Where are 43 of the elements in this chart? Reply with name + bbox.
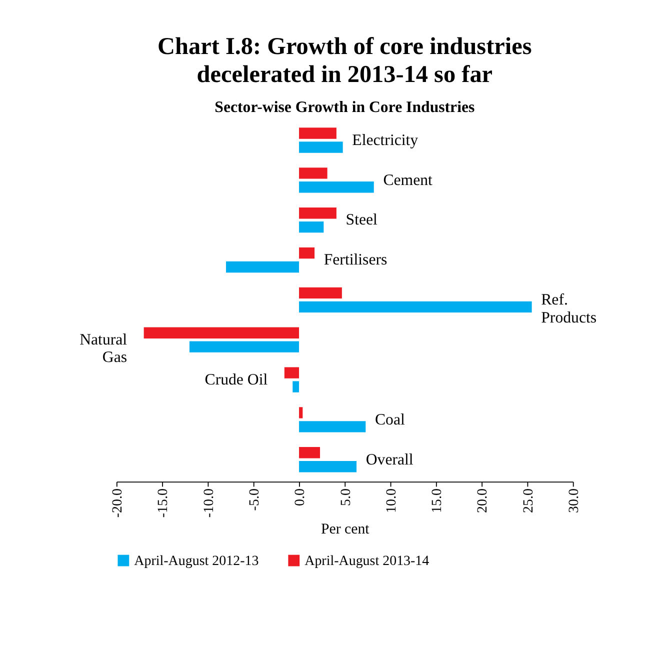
bar xyxy=(299,208,336,219)
x-tick-label: 5.0 xyxy=(338,488,354,506)
x-tick-label: 10.0 xyxy=(384,488,400,514)
x-tick-label: 15.0 xyxy=(430,488,446,514)
bar xyxy=(299,182,374,193)
bar xyxy=(299,142,343,153)
x-tick-label: 25.0 xyxy=(521,488,536,514)
bar xyxy=(299,168,328,179)
legend-label: April-August 2013-14 xyxy=(304,554,430,570)
y-tick-label: Crude Oil xyxy=(204,371,268,388)
x-tick-label: 30.0 xyxy=(567,488,582,514)
chart-title: Chart I.8: Growth of core industries decelerated in 2013-14 so far xyxy=(158,33,532,88)
y-tick-label: Fertilisers xyxy=(324,252,388,269)
bar xyxy=(299,301,532,313)
x-tick-label: -5.0 xyxy=(248,488,262,511)
bar xyxy=(292,381,300,392)
y-tick-label: Overall xyxy=(366,451,414,468)
y-tick-label: Electricity xyxy=(352,132,418,149)
legend-label: April-August 2012-13 xyxy=(134,554,259,570)
y-tick-label: Cement xyxy=(383,172,434,189)
chart-subtitle: Sector-wise Growth in Core Industries xyxy=(214,98,475,116)
bar xyxy=(189,341,300,352)
bar xyxy=(299,247,315,259)
y-tick-label: Ref. Products xyxy=(541,292,597,326)
y-tick-label: Natural Gas xyxy=(80,332,128,366)
x-tick-label: -20.0 xyxy=(110,488,126,518)
x-tick-label: 0.0 xyxy=(293,488,308,506)
x-tick-label: -15.0 xyxy=(156,488,172,518)
y-tick-label: Steel xyxy=(346,212,378,229)
x-tick-label: 20.0 xyxy=(476,488,491,514)
bar xyxy=(144,327,300,338)
bar xyxy=(299,447,320,458)
bar xyxy=(299,461,357,472)
bar xyxy=(299,421,366,432)
x-tick-label: -10.0 xyxy=(202,488,217,518)
bar xyxy=(299,128,336,139)
bar xyxy=(299,407,303,418)
bar xyxy=(299,287,342,299)
bar xyxy=(299,221,324,233)
y-tick-label: Coal xyxy=(374,411,406,428)
bar xyxy=(226,261,300,273)
x-axis-title: Per cent xyxy=(320,522,370,538)
bar xyxy=(284,367,300,378)
